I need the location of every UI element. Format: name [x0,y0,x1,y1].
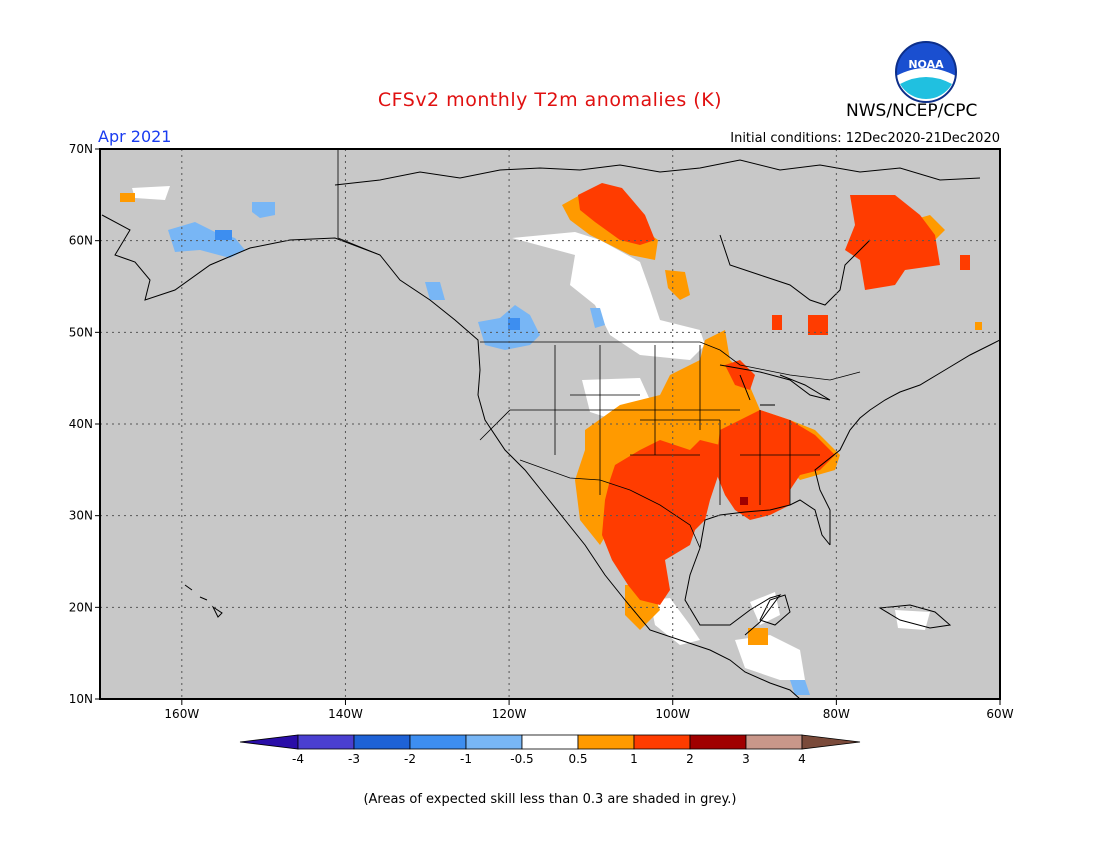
colorbar-segment [577,734,635,750]
noaa-logo-text: NOAA [908,58,944,71]
orange-area-canada-mid [665,270,690,300]
lat-tick-label: 40N [69,417,93,431]
alaska-canada-border [337,150,381,256]
cuba-coast [878,604,952,629]
colorbar-label: 0.5 [568,752,587,766]
lightblue-area-alaska2 [252,202,275,218]
colorbar-segment [521,734,579,750]
great-lakes [719,364,831,406]
lightblue-area-bc [425,282,445,300]
white-area-canada [512,232,705,360]
colorbar: -4 -3 -2 -1 -0.5 0.5 1 2 3 4 [239,734,861,766]
north-america-west-coast [101,214,801,699]
colorbar-segment [409,734,467,750]
blue-area-bc [508,318,520,330]
lon-tick-label: 60W [986,707,1013,721]
colorbar-label: 1 [630,752,638,766]
lon-tick-label: 120W [492,707,527,721]
colorbar-segment [297,734,355,750]
hawaii-islands [184,584,223,618]
us-canada-border [480,341,861,381]
darkred-area-mississippi [740,497,748,505]
lon-tick-label: 80W [823,707,850,721]
footnote: (Areas of expected skill less than 0.3 a… [363,792,737,807]
longitude-axis: 160W 140W 120W 100W 80W 60W [164,699,1014,721]
east-coast [814,339,1000,545]
white-area-cuba [895,610,930,630]
red-area-quebec [845,195,940,290]
red-area-ontario2 [772,315,782,330]
hudson-bay [719,234,871,306]
red-area-southeast [715,410,835,520]
white-area-mexico [650,598,700,645]
white-area-alaska [132,186,170,200]
colorbar-segment [633,734,691,750]
lat-tick-label: 70N [69,142,93,156]
lat-tick-label: 20N [69,600,93,614]
blue-area-alaska [215,230,232,240]
colorbar-segment [745,734,803,750]
lightblue-area-montana [590,308,605,328]
colorbar-segment [353,734,411,750]
colorbar-segment [689,734,747,750]
colorbar-label: -3 [348,752,360,766]
red-area-ontario [808,315,828,335]
chart-title: CFSv2 monthly T2m anomalies (K) [377,89,723,111]
coastlines [101,159,1000,699]
lat-tick-label: 60N [69,234,93,248]
lat-tick-label: 30N [69,509,93,523]
lon-tick-label: 140W [328,707,363,721]
state-lines [479,345,820,505]
agency-label: NWS/NCEP/CPC [846,101,978,121]
graticule [100,149,1000,699]
colorbar-segment [465,734,523,750]
lon-tick-label: 160W [164,707,199,721]
us-mexico-border [519,459,701,549]
colorbar-arrow-right [801,734,861,750]
orange-area-honduras [748,628,768,645]
orange-area-alaska [120,193,135,202]
lightblue-area-alaska [168,222,245,258]
lat-tick-label: 50N [69,325,93,339]
arctic-coast [334,159,981,186]
mexico-gulf-coast [684,547,782,636]
colorbar-label: 2 [686,752,694,766]
red-area-southern-plains [602,440,720,605]
political-borders [337,150,861,549]
lat-tick-label: 10N [69,692,93,706]
colorbar-label: 4 [798,752,806,766]
yucatan-coast [759,594,791,626]
red-area-canada-north [578,183,655,245]
colorbar-label: -0.5 [510,752,533,766]
initial-conditions: Initial conditions: 12Dec2020-21Dec2020 [730,131,1000,146]
colorbar-label: -1 [460,752,472,766]
lon-tick-label: 100W [655,707,690,721]
colorbar-label: -2 [404,752,416,766]
forecast-period: Apr 2021 [98,127,172,146]
lightblue-area-panama [790,680,810,695]
latitude-axis: 70N 60N 50N 40N 30N 20N 10N [69,142,100,706]
gulf-coast [699,499,831,549]
noaa-logo: NOAA [894,40,958,110]
colorbar-label: 3 [742,752,750,766]
white-area-centralamerica [735,635,805,680]
colorbar-arrow-left [239,734,299,750]
colorbar-label: -4 [292,752,304,766]
orange-area-hudson [975,322,982,330]
white-area-yucatan [750,592,780,625]
anomaly-fields [120,183,982,695]
red-area-labrador-edge [960,255,970,270]
